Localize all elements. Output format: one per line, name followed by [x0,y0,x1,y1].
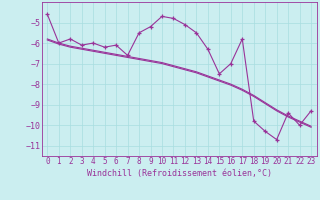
X-axis label: Windchill (Refroidissement éolien,°C): Windchill (Refroidissement éolien,°C) [87,169,272,178]
